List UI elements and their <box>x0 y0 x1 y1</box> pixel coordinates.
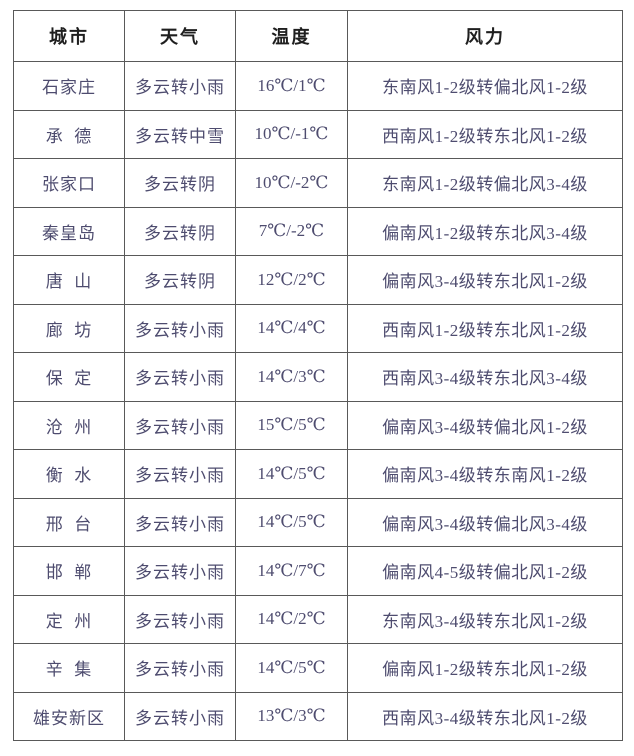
weather-cell: 多云转小雨 <box>124 643 236 693</box>
wind-cell: 西南风3-4级转东北风1-2级 <box>347 691 623 741</box>
wind-cell: 偏南风1-2级转东北风1-2级 <box>347 643 623 693</box>
temperature-cell: 14℃/2℃ <box>235 594 348 644</box>
column-header-weather: 天气 <box>124 10 236 62</box>
temperature-cell: 14℃/5℃ <box>235 497 348 547</box>
table-row: 承 德多云转中雪 10℃/-1℃ 西南风1-2级转东北风1-2级 <box>13 109 623 159</box>
city-cell: 衡 水 <box>13 449 125 499</box>
weather-table-body: 石家庄 多云转小雨 16℃/1℃ 东南风1-2级转偏北风1-2级承 德多云转中雪 10℃… <box>13 61 623 741</box>
city-cell: 定 州 <box>13 594 125 644</box>
temperature-cell: 15℃/5℃ <box>235 400 348 450</box>
weather-cell: 多云转阴 <box>124 255 236 305</box>
city-cell: 张家口 <box>13 158 125 208</box>
temperature-cell: 7℃/-2℃ <box>235 206 348 256</box>
temperature-cell: 14℃/7℃ <box>235 546 348 596</box>
weather-cell: 多云转小雨 <box>124 352 236 402</box>
weather-cell: 多云转小雨 <box>124 497 236 547</box>
wind-cell: 偏南风3-4级转偏北风3-4级 <box>347 497 623 547</box>
city-cell: 唐 山 <box>13 255 125 305</box>
weather-cell: 多云转小雨 <box>124 449 236 499</box>
temperature-cell: 14℃/5℃ <box>235 643 348 693</box>
temperature-cell: 14℃/3℃ <box>235 352 348 402</box>
wind-cell: 西南风1-2级转东北风1-2级 <box>347 109 623 159</box>
city-cell: 沧 州 <box>13 400 125 450</box>
temperature-cell: 10℃/-1℃ <box>235 109 348 159</box>
wind-cell: 偏南风4-5级转偏北风1-2级 <box>347 546 623 596</box>
table-row: 廊 坊多云转小雨 14℃/4℃ 西南风1-2级转东北风1-2级 <box>13 303 623 353</box>
weather-table-container: 城市 天气 温度 风力 石家庄 多云转小雨 16℃/1℃ 东南风1-2级转偏北风1-2级承 … <box>13 10 623 741</box>
temperature-cell: 16℃/1℃ <box>235 61 348 111</box>
wind-cell: 偏南风1-2级转东北风3-4级 <box>347 206 623 256</box>
city-cell: 雄安新区 <box>13 691 125 741</box>
table-row: 雄安新区 多云转小雨 13℃/3℃ 西南风3-4级转东北风1-2级 <box>13 691 623 741</box>
temperature-cell: 12℃/2℃ <box>235 255 348 305</box>
weather-cell: 多云转小雨 <box>124 400 236 450</box>
weather-cell: 多云转小雨 <box>124 594 236 644</box>
city-cell: 承 德 <box>13 109 125 159</box>
wind-cell: 西南风3-4级转东北风3-4级 <box>347 352 623 402</box>
wind-cell: 西南风1-2级转东北风1-2级 <box>347 303 623 353</box>
city-cell: 秦皇岛 <box>13 206 125 256</box>
column-header-temperature: 温度 <box>235 10 348 62</box>
temperature-cell: 13℃/3℃ <box>235 691 348 741</box>
temperature-cell: 10℃/-2℃ <box>235 158 348 208</box>
weather-table: 城市 天气 温度 风力 石家庄 多云转小雨 16℃/1℃ 东南风1-2级转偏北风1-2级承 … <box>13 10 623 741</box>
column-header-city: 城市 <box>13 10 125 62</box>
weather-cell: 多云转阴 <box>124 158 236 208</box>
wind-cell: 偏南风3-4级转偏北风1-2级 <box>347 400 623 450</box>
wind-cell: 东南风1-2级转偏北风3-4级 <box>347 158 623 208</box>
table-row: 邢 台多云转小雨 14℃/5℃ 偏南风3-4级转偏北风3-4级 <box>13 497 623 547</box>
table-header-row: 城市 天气 温度 风力 <box>13 10 623 62</box>
weather-cell: 多云转阴 <box>124 206 236 256</box>
city-cell: 石家庄 <box>13 61 125 111</box>
wind-cell: 东南风3-4级转东北风1-2级 <box>347 594 623 644</box>
weather-cell: 多云转小雨 <box>124 691 236 741</box>
table-row: 衡 水多云转小雨 14℃/5℃ 偏南风3-4级转东南风1-2级 <box>13 449 623 499</box>
city-cell: 邯 郸 <box>13 546 125 596</box>
table-row: 秦皇岛 多云转阴 7℃/-2℃ 偏南风1-2级转东北风3-4级 <box>13 206 623 256</box>
table-row: 唐 山多云转阴 12℃/2℃ 偏南风3-4级转东北风1-2级 <box>13 255 623 305</box>
table-row: 石家庄 多云转小雨 16℃/1℃ 东南风1-2级转偏北风1-2级 <box>13 61 623 111</box>
city-cell: 邢 台 <box>13 497 125 547</box>
weather-cell: 多云转小雨 <box>124 303 236 353</box>
temperature-cell: 14℃/5℃ <box>235 449 348 499</box>
table-row: 张家口 多云转阴 10℃/-2℃ 东南风1-2级转偏北风3-4级 <box>13 158 623 208</box>
wind-cell: 偏南风3-4级转东南风1-2级 <box>347 449 623 499</box>
city-cell: 辛 集 <box>13 643 125 693</box>
table-row: 定 州多云转小雨 14℃/2℃ 东南风3-4级转东北风1-2级 <box>13 594 623 644</box>
temperature-cell: 14℃/4℃ <box>235 303 348 353</box>
table-row: 邯 郸多云转小雨 14℃/7℃ 偏南风4-5级转偏北风1-2级 <box>13 546 623 596</box>
column-header-wind: 风力 <box>347 10 623 62</box>
weather-cell: 多云转小雨 <box>124 61 236 111</box>
city-cell: 保 定 <box>13 352 125 402</box>
table-row: 辛 集多云转小雨 14℃/5℃ 偏南风1-2级转东北风1-2级 <box>13 643 623 693</box>
table-row: 沧 州多云转小雨 15℃/5℃ 偏南风3-4级转偏北风1-2级 <box>13 400 623 450</box>
wind-cell: 东南风1-2级转偏北风1-2级 <box>347 61 623 111</box>
city-cell: 廊 坊 <box>13 303 125 353</box>
wind-cell: 偏南风3-4级转东北风1-2级 <box>347 255 623 305</box>
weather-cell: 多云转小雨 <box>124 546 236 596</box>
table-row: 保 定多云转小雨 14℃/3℃ 西南风3-4级转东北风3-4级 <box>13 352 623 402</box>
weather-cell: 多云转中雪 <box>124 109 236 159</box>
